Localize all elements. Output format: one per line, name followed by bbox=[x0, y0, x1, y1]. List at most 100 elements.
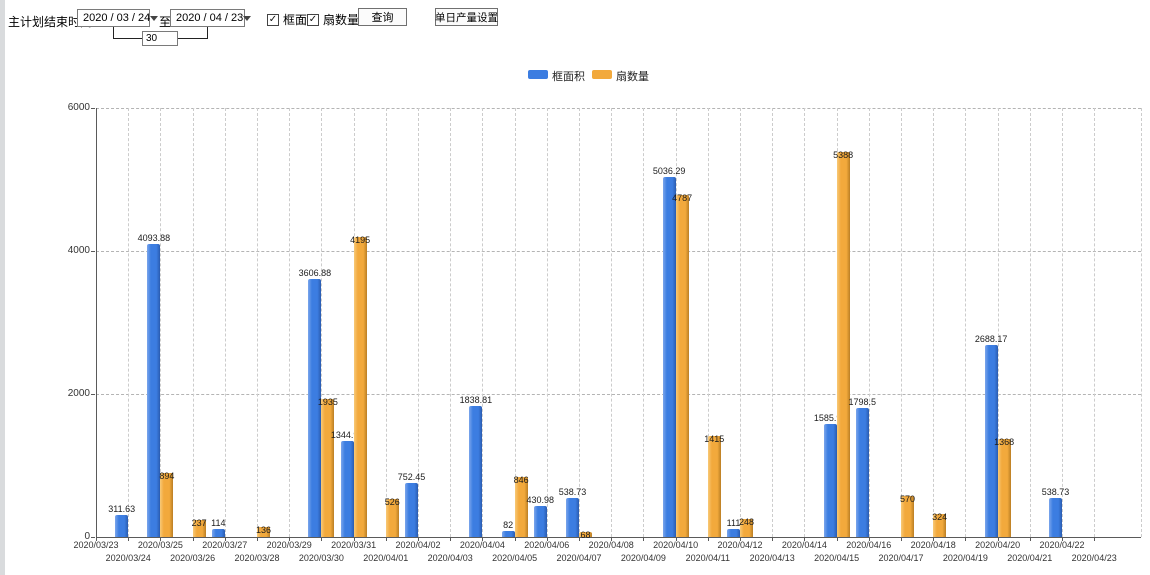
grid-line-x bbox=[740, 108, 741, 537]
y-axis-tick bbox=[91, 394, 95, 395]
bar-frame-area bbox=[147, 244, 161, 537]
x-axis-tick bbox=[868, 537, 870, 541]
bar-value-label: 114 bbox=[211, 517, 226, 528]
bar-fan-count bbox=[740, 519, 753, 537]
x-axis-tick bbox=[546, 537, 548, 541]
bar-value-label: 324 bbox=[932, 511, 948, 522]
y-axis-tick bbox=[91, 537, 95, 538]
bar-value-label: 430.98 bbox=[526, 495, 555, 506]
x-axis-tick bbox=[482, 537, 484, 541]
grid-line-x bbox=[546, 108, 548, 537]
x-axis-tick bbox=[707, 537, 709, 541]
bar-frame-area bbox=[533, 506, 547, 537]
grid-line-x bbox=[1141, 108, 1142, 537]
x-tick-label: 2020/04/18 bbox=[910, 540, 956, 550]
bar-value-label: 68 bbox=[580, 530, 591, 541]
end-date-value: 2020 / 04 / 23 bbox=[176, 12, 244, 24]
bar-value-label: 1415 bbox=[704, 433, 725, 444]
bar-value-label: 526 bbox=[384, 497, 400, 508]
bar-frame-area bbox=[566, 498, 579, 537]
bar-value-label: 538.73 bbox=[1041, 487, 1070, 498]
x-tick-label: 2020/04/16 bbox=[846, 540, 892, 550]
x-tick-label: 2020/04/10 bbox=[653, 540, 699, 550]
start-date-picker[interactable]: 2020 / 03 / 24 bbox=[77, 9, 159, 27]
bar-value-label: 1838.81 bbox=[459, 394, 493, 405]
bar-value-label: 4195 bbox=[350, 235, 371, 246]
bar-fan-count bbox=[385, 499, 399, 537]
y-axis bbox=[96, 108, 97, 537]
x-tick-label: 2020/03/28 bbox=[234, 553, 280, 563]
x-tick-label: 2020/03/23 bbox=[73, 540, 119, 550]
dropdown-arrow-icon[interactable] bbox=[150, 10, 159, 26]
bar-value-label: 237 bbox=[191, 518, 207, 529]
x-axis-tick bbox=[965, 537, 967, 541]
grid-line-y bbox=[96, 108, 1141, 109]
bar-value-label: 2688.17 bbox=[974, 333, 1008, 344]
checkbox-checked-icon: ✓ bbox=[307, 13, 319, 26]
x-axis-tick bbox=[353, 537, 355, 541]
bar-frame-area bbox=[115, 514, 129, 537]
y-tick-label: 0 bbox=[84, 531, 90, 542]
x-axis-tick bbox=[160, 537, 162, 541]
x-tick-label: 2020/04/19 bbox=[942, 553, 988, 563]
bar-frame-area bbox=[984, 344, 998, 537]
plan-end-time-label: 主计划结束时间: bbox=[8, 15, 96, 29]
grid-line-x bbox=[514, 108, 516, 537]
grid-line-x bbox=[997, 108, 999, 537]
grid-line-x bbox=[965, 108, 967, 537]
x-axis-tick bbox=[1094, 537, 1096, 541]
y-tick-label: 6000 bbox=[67, 102, 90, 113]
query-button[interactable]: 查询 bbox=[358, 8, 407, 26]
bar-value-label: 570 bbox=[899, 494, 916, 505]
grid-line-x bbox=[579, 108, 580, 537]
grid-line-x bbox=[160, 108, 162, 537]
bar-frame-area bbox=[308, 279, 322, 537]
bar-fan-count bbox=[160, 473, 174, 537]
grid-line-x bbox=[128, 108, 130, 537]
x-tick-label: 2020/04/21 bbox=[1007, 553, 1053, 563]
x-tick-label: 2020/04/14 bbox=[781, 540, 827, 550]
daily-output-settings-button[interactable]: 单日产量设置 bbox=[435, 8, 498, 26]
bar-value-label: 311.63 bbox=[108, 503, 136, 514]
y-axis-tick bbox=[91, 251, 95, 252]
x-tick-label: 2020/04/04 bbox=[459, 540, 505, 550]
bar-value-label: 1935 bbox=[317, 396, 338, 407]
bar-frame-area bbox=[405, 483, 418, 537]
grid-line-x bbox=[707, 108, 709, 537]
bar-value-label: 4787 bbox=[672, 192, 693, 203]
bar-value-label: 248 bbox=[738, 517, 755, 528]
bar-value-label: 136 bbox=[255, 525, 272, 536]
x-tick-label: 2020/04/13 bbox=[749, 553, 795, 563]
checkbox-fan-count[interactable]: ✓ 扇数量 bbox=[307, 11, 359, 28]
x-tick-label: 2020/04/06 bbox=[524, 540, 570, 550]
grid-line-x bbox=[1029, 108, 1031, 537]
bar-value-label: 538.73 bbox=[558, 487, 587, 498]
grid-line-x bbox=[450, 108, 452, 537]
dropdown-arrow-icon[interactable] bbox=[243, 10, 252, 26]
x-axis-tick bbox=[997, 537, 999, 541]
bar-fan-count bbox=[675, 194, 689, 537]
x-axis-tick bbox=[675, 537, 677, 541]
grid-line-x bbox=[418, 108, 419, 537]
x-tick-label: 2020/04/20 bbox=[975, 540, 1021, 550]
grid-line-y bbox=[96, 394, 1141, 395]
grid-line-x bbox=[611, 108, 613, 537]
x-axis-tick bbox=[257, 537, 258, 541]
x-axis-tick bbox=[611, 537, 613, 541]
bar-value-label: 752.45 bbox=[397, 472, 426, 483]
x-tick-label: 2020/04/07 bbox=[556, 553, 602, 563]
x-axis-tick bbox=[289, 537, 291, 541]
grid-line-x bbox=[257, 108, 258, 537]
x-tick-label: 2020/04/05 bbox=[492, 553, 538, 563]
window-edge bbox=[0, 0, 5, 575]
bar-frame-area bbox=[340, 440, 354, 537]
day-span-input[interactable]: 30 bbox=[142, 31, 178, 46]
bar-value-label: 5388 bbox=[833, 149, 854, 160]
start-date-value: 2020 / 03 / 24 bbox=[83, 12, 151, 24]
end-date-picker[interactable]: 2020 / 04 / 23 bbox=[170, 9, 252, 27]
bar-fan-count bbox=[901, 496, 914, 537]
bar-fan-count bbox=[321, 398, 335, 537]
x-axis-tick bbox=[224, 537, 226, 541]
bar-frame-area bbox=[211, 528, 225, 537]
grid-line-x bbox=[289, 108, 291, 537]
